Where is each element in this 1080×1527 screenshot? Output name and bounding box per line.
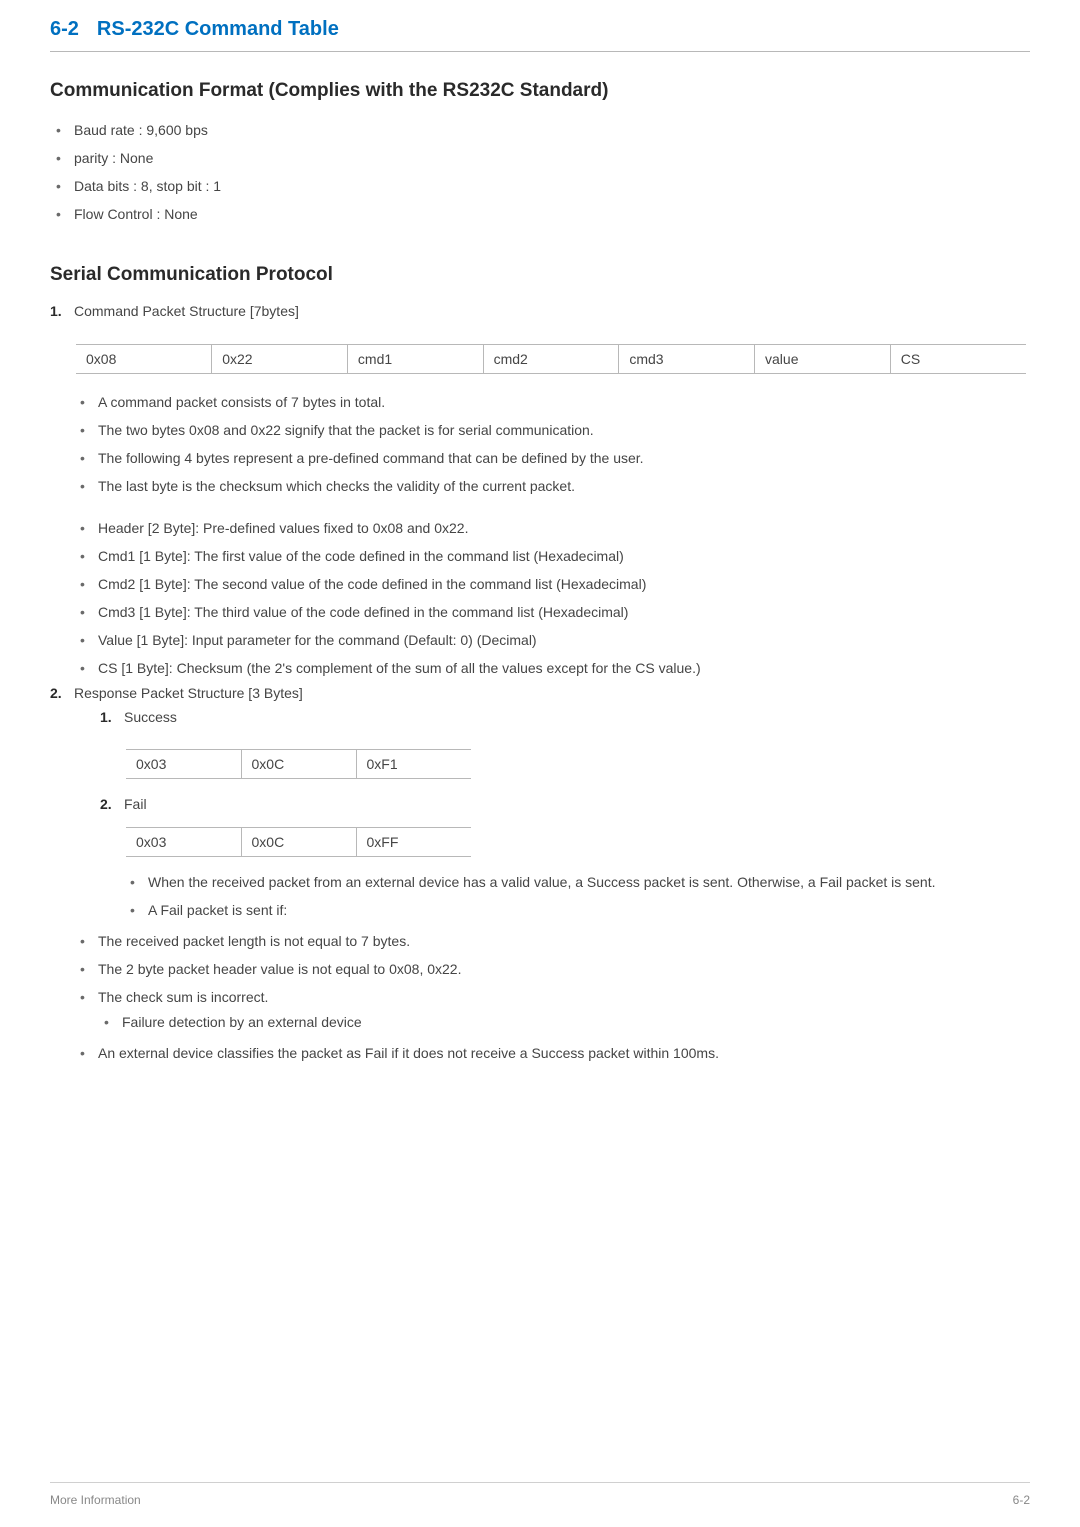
- footer-right: 6-2: [1013, 1493, 1030, 1507]
- fail-item: Fail: [100, 793, 1030, 817]
- fail-sub-list: Fail: [100, 793, 1030, 817]
- response-sub-list: Success: [100, 706, 1030, 730]
- fail-packet-table: 0x03 0x0C 0xFF: [126, 827, 471, 857]
- section-header: 6-2 RS-232C Command Table: [50, 18, 1030, 52]
- list-item: The check sum is incorrect.: [76, 983, 1030, 1011]
- success-packet-table: 0x03 0x0C 0xF1: [126, 749, 471, 779]
- list-item: An external device classifies the packet…: [76, 1039, 1030, 1067]
- list-item: Cmd1 [1 Byte]: The first value of the co…: [76, 542, 1030, 570]
- list-item: The received packet length is not equal …: [76, 927, 1030, 955]
- serial-proto-heading: Serial Communication Protocol: [50, 264, 1030, 286]
- list-item: Cmd3 [1 Byte]: The third value of the co…: [76, 598, 1030, 626]
- list-item: CS [1 Byte]: Checksum (the 2's complemen…: [76, 654, 1030, 682]
- cmd-packet-item: Command Packet Structure [7bytes]: [50, 300, 1030, 324]
- list-item: The following 4 bytes represent a pre-de…: [76, 444, 1030, 472]
- cmd-packet-notes: A command packet consists of 7 bytes in …: [76, 388, 1030, 500]
- list-item: Data bits : 8, stop bit : 1: [52, 172, 1030, 200]
- cell: value: [755, 344, 891, 373]
- fail-label: Fail: [124, 796, 147, 812]
- comm-format-heading: Communication Format (Complies with the …: [50, 80, 1030, 102]
- section-title: RS-232C Command Table: [97, 18, 339, 40]
- response-title: Response Packet Structure [3 Bytes]: [74, 685, 303, 701]
- footer-left: More Information: [50, 1493, 141, 1507]
- cell: 0x03: [126, 828, 241, 857]
- cell: 0x22: [212, 344, 348, 373]
- cell: 0x0C: [241, 828, 356, 857]
- ext-device-notes: An external device classifies the packet…: [76, 1039, 1030, 1067]
- list-item: Failure detection by an external device: [100, 1011, 1030, 1035]
- cmd-packet-title: Command Packet Structure [7bytes]: [74, 303, 299, 319]
- cell: 0xF1: [356, 750, 471, 779]
- byte-definitions: Header [2 Byte]: Pre-defined values fixe…: [76, 514, 1030, 682]
- list-item: A command packet consists of 7 bytes in …: [76, 388, 1030, 416]
- cmd-packet-table: 0x08 0x22 cmd1 cmd2 cmd3 value CS: [76, 344, 1026, 374]
- protocol-ordered-list-2: Response Packet Structure [3 Bytes] Succ…: [50, 682, 1030, 730]
- cell: 0x0C: [241, 750, 356, 779]
- fail-notes-b: Failure detection by an external device: [100, 1011, 1030, 1035]
- section-number: 6-2: [50, 18, 79, 40]
- response-packet-item: Response Packet Structure [3 Bytes] Succ…: [50, 682, 1030, 730]
- cell: 0x03: [126, 750, 241, 779]
- table-row: 0x03 0x0C 0xF1: [126, 750, 471, 779]
- list-item: A Fail packet is sent if:: [126, 899, 1030, 923]
- list-item: The 2 byte packet header value is not eq…: [76, 955, 1030, 983]
- cell: CS: [890, 344, 1026, 373]
- list-item: Flow Control : None: [52, 200, 1030, 228]
- cell: cmd3: [619, 344, 755, 373]
- list-item: Value [1 Byte]: Input parameter for the …: [76, 626, 1030, 654]
- table-row: 0x03 0x0C 0xFF: [126, 828, 471, 857]
- list-item: Baud rate : 9,600 bps: [52, 116, 1030, 144]
- fail-notes-a: When the received packet from an externa…: [126, 871, 1030, 923]
- page-footer: More Information 6-2: [50, 1482, 1030, 1507]
- comm-format-list: Baud rate : 9,600 bps parity : None Data…: [52, 116, 1030, 228]
- list-item: Header [2 Byte]: Pre-defined values fixe…: [76, 514, 1030, 542]
- success-label: Success: [124, 709, 177, 725]
- protocol-ordered-list: Command Packet Structure [7bytes]: [50, 300, 1030, 324]
- cell: 0x08: [76, 344, 212, 373]
- success-item: Success: [100, 706, 1030, 730]
- list-item: The last byte is the checksum which chec…: [76, 472, 1030, 500]
- list-item: When the received packet from an externa…: [126, 871, 1030, 895]
- list-item: parity : None: [52, 144, 1030, 172]
- cell: 0xFF: [356, 828, 471, 857]
- cell: cmd2: [483, 344, 619, 373]
- list-item: The two bytes 0x08 and 0x22 signify that…: [76, 416, 1030, 444]
- table-row: 0x08 0x22 cmd1 cmd2 cmd3 value CS: [76, 344, 1026, 373]
- fail-conditions: The received packet length is not equal …: [76, 927, 1030, 1011]
- list-item: Cmd2 [1 Byte]: The second value of the c…: [76, 570, 1030, 598]
- cell: cmd1: [347, 344, 483, 373]
